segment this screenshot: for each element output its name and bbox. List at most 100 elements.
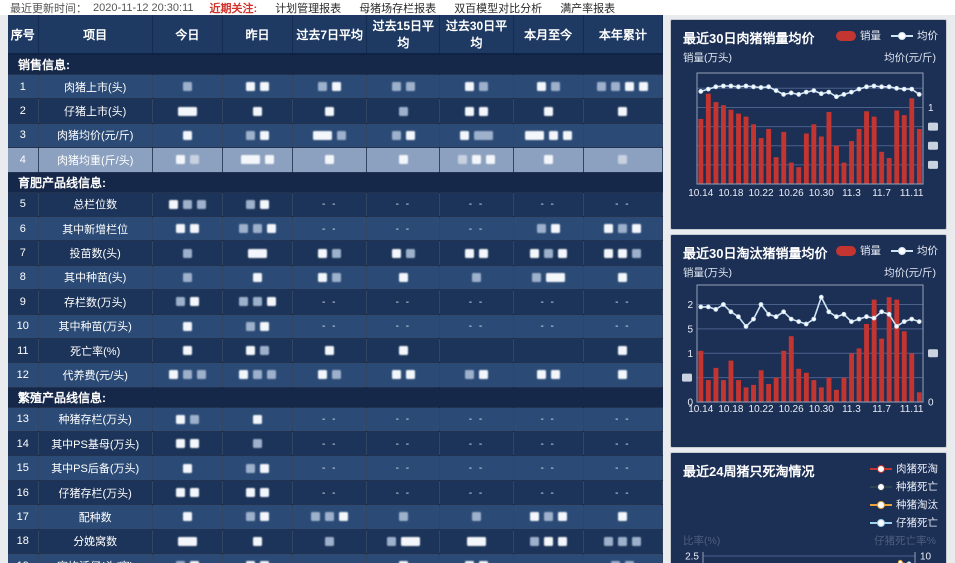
redaction-block (391, 82, 401, 92)
table-row[interactable]: 9 存栏数(万头) - - - - - - - - - - (8, 289, 664, 315)
value-cell: - - (513, 407, 584, 433)
redaction-block (339, 512, 349, 522)
table-row[interactable]: 18 分娩窝数 (8, 529, 664, 555)
chart-canvas[interactable]: 10.14 10.18 10.22 10.26 10.30 11.3 11.7 11.11 1 (671, 66, 946, 206)
table-row[interactable]: 5 总栏位数 - - - - - - - - - - (8, 192, 664, 217)
value-cell (222, 431, 294, 457)
legend-item-销量[interactable]: 销量 (836, 28, 881, 43)
redacted-value (440, 75, 512, 98)
value-cell (152, 265, 223, 291)
legend-item-种猪淘汰[interactable]: 种猪淘汰 (870, 497, 938, 512)
row-index: 13 (8, 407, 39, 433)
redacted-value (367, 266, 439, 289)
redaction-block (182, 248, 192, 258)
chart-panel-pig-sales-price: 最近30日肉猪销量均价 销量 均价 销量(万头) 均价(元/斤) 10.14 10.18 10… (670, 19, 947, 230)
redacted-value (514, 505, 583, 528)
table-row[interactable]: 11 死亡率(%) (8, 338, 664, 364)
table-row[interactable]: 14 其中PS基母(万头) - - - - - - - - - - (8, 431, 664, 457)
legend-item-均价[interactable]: 均价 (891, 28, 938, 43)
svg-text:11.7: 11.7 (872, 404, 891, 415)
redaction-block (313, 130, 333, 140)
value-cell: - - (583, 455, 664, 481)
svg-text:11.7: 11.7 (872, 188, 891, 199)
redaction-block (472, 512, 482, 522)
redacted-value (584, 363, 662, 386)
redaction-block (189, 561, 199, 563)
value-cell (583, 338, 664, 364)
legend-item-均价[interactable]: 均价 (891, 243, 938, 258)
legend-item-肉猪死淘[interactable]: 肉猪死淘 (870, 461, 938, 476)
right-axis-label: 均价(元/斤) (884, 267, 936, 279)
empty-value: - - (395, 223, 412, 235)
empty-value: - - (468, 199, 485, 211)
redaction-block (260, 488, 270, 498)
nav-link-full-capacity-report[interactable]: 满产率报表 (560, 2, 616, 15)
nav-link-sow-farm-inventory-report[interactable]: 母猪场存栏报表 (359, 2, 437, 15)
value-cell (152, 314, 223, 339)
table-row[interactable]: 13 种猪存栏(万头) - - - - - - - - - - (8, 407, 664, 433)
redaction-block (479, 370, 489, 380)
empty-value: - - (540, 438, 556, 450)
svg-text:10: 10 (920, 552, 932, 563)
table-row[interactable]: 1 肉猪上市(头) (8, 74, 664, 100)
legend-label: 种猪死亡 (896, 481, 938, 493)
value-cell (513, 338, 584, 364)
table-row[interactable]: 15 其中PS后备(万头) - - - - - - - - - - (8, 455, 664, 481)
redaction-block (182, 512, 192, 522)
value-cell (583, 74, 664, 100)
value-cell (366, 362, 441, 388)
value-cell (292, 529, 368, 555)
row-index: 3 (8, 123, 39, 149)
value-cell (152, 338, 223, 364)
redacted-value (367, 124, 439, 147)
redaction-block (325, 512, 335, 522)
table-row[interactable]: 3 肉猪均价(元/斤) (8, 123, 664, 149)
empty-value: - - (615, 296, 631, 308)
nav-link-double-hundred-model-compare[interactable]: 双百模型对比分析 (454, 2, 543, 15)
redaction-block (260, 346, 270, 356)
redaction-block (253, 224, 263, 234)
redaction-block (325, 106, 335, 116)
empty-value: - - (321, 463, 338, 475)
chart-canvas[interactable]: 10.14 10.18 10.22 10.26 10.30 11.3 11.7 11.11 2 5… (671, 281, 946, 421)
redaction-block (536, 224, 546, 234)
legend-item-仔猪死亡[interactable]: 仔猪死亡 (870, 515, 938, 530)
redaction-block (618, 248, 628, 258)
redacted-value (367, 530, 439, 553)
svg-text:1: 1 (687, 349, 693, 360)
table-row[interactable]: 19窝均活仔(头/窝) (8, 553, 664, 563)
table-row[interactable]: 17 配种数 (8, 504, 664, 530)
nav-link-plan-report[interactable]: 计划管理报表 (275, 2, 342, 15)
value-cell (152, 480, 223, 506)
table-row[interactable]: 16 仔猪存栏(万头) - - - - - - - - - - (8, 480, 664, 506)
redacted-value (514, 363, 583, 386)
redaction-block (168, 199, 178, 209)
redaction-block (168, 370, 178, 380)
table-row[interactable]: 10 其中种苗(万头) - - - - - - - - - - (8, 314, 664, 339)
redaction-block (325, 536, 335, 546)
value-cell: - - (439, 192, 514, 217)
legend-item-销量[interactable]: 销量 (836, 243, 881, 258)
table-row[interactable]: 8 其中种苗(头) (8, 265, 664, 291)
table-row[interactable]: 7 投苗数(头) (8, 240, 664, 266)
table-row[interactable]: 6 其中新增栏位 - - - - - - (8, 216, 664, 242)
value-cell (152, 74, 223, 100)
svg-text:10.22: 10.22 (749, 404, 774, 415)
value-cell: - - (366, 455, 441, 481)
redaction-block (189, 488, 199, 498)
table-row-selected[interactable]: 4 肉猪均重(斤/头) (8, 147, 664, 173)
chart-canvas[interactable]: 2.521.51086 (671, 549, 946, 563)
redacted-value (584, 75, 662, 98)
redaction-block (311, 512, 321, 522)
value-cell (222, 362, 294, 388)
table-row[interactable]: 12 代养费(元/头) (8, 362, 664, 388)
legend-item-种猪死亡[interactable]: 种猪死亡 (870, 479, 938, 494)
redaction-block (175, 224, 185, 234)
redaction-block (241, 155, 261, 165)
axis-labels-row: 销量(万头) 均价(元/斤) (671, 47, 946, 65)
redacted-value (153, 408, 222, 431)
value-cell (366, 529, 441, 555)
table-row[interactable]: 2 仔猪上市(头) (8, 98, 664, 124)
empty-value: - - (395, 414, 412, 426)
redaction-block (246, 512, 256, 522)
